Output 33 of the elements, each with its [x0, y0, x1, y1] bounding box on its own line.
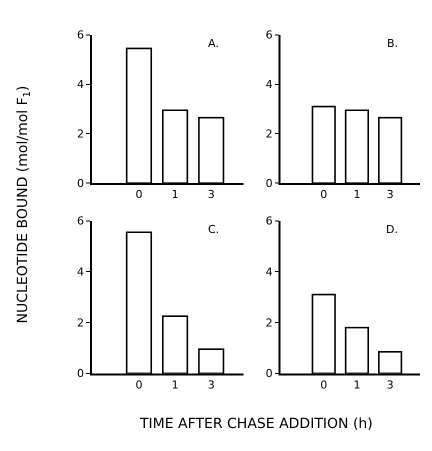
y-tick-label: 6 [266, 214, 273, 228]
x-tick-label: 1 [172, 378, 179, 392]
chart-title: D. [386, 223, 398, 236]
y-tick-label: 0 [266, 367, 273, 380]
y-tick-label: 0 [266, 177, 273, 190]
y-tick-label: 6 [266, 28, 273, 42]
x-tick-label: 1 [353, 188, 360, 202]
x-tick-label: 3 [386, 378, 394, 392]
y-tick-label: 2 [266, 316, 273, 330]
x-tick-label: 0 [320, 378, 328, 392]
y-tick-label: 6 [77, 28, 84, 42]
chart-title: A. [208, 37, 219, 50]
chart-title: B. [387, 37, 398, 50]
x-axis-title: TIME AFTER CHASE ADDITION (h) [139, 416, 373, 432]
y-tick-label: 2 [77, 316, 84, 330]
x-tick-label: 3 [208, 188, 215, 202]
y-tick-label: 2 [77, 128, 84, 141]
x-tick-label: 0 [135, 378, 142, 392]
x-tick-label: 3 [386, 188, 394, 202]
x-tick-label: 1 [172, 188, 179, 202]
y-tick-label: 4 [77, 78, 84, 92]
x-tick-label: 0 [135, 188, 142, 202]
y-tick-label: 2 [266, 128, 273, 141]
y-tick-label: 6 [77, 214, 84, 228]
y-tick-label: 0 [77, 177, 84, 190]
x-tick-label: 1 [353, 378, 360, 392]
y-tick-label: 4 [77, 266, 84, 279]
x-tick-label: 3 [208, 378, 215, 392]
y-tick-label: 0 [77, 367, 84, 380]
y-tick-label: 4 [266, 78, 273, 92]
x-tick-label: 0 [320, 188, 328, 202]
chart-title: C. [208, 223, 220, 236]
y-tick-label: 4 [266, 266, 273, 279]
